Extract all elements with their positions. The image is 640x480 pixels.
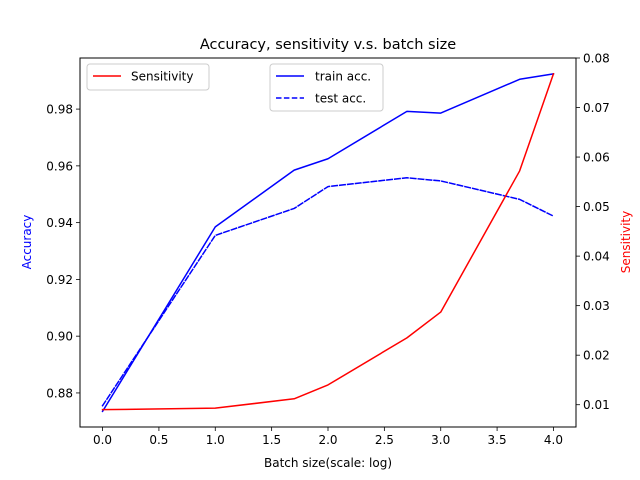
x-tick-label: 3.5 [488, 433, 507, 447]
right-y-tick-label: 0.05 [583, 200, 610, 214]
legend-box [86, 63, 210, 91]
left-y-tick-label: 0.98 [46, 103, 73, 117]
x-tick-label: 0.0 [93, 433, 112, 447]
right-y-axis-label: Sensitivity [619, 211, 633, 273]
left-y-axis: 0.88 0.90 0.92 0.94 0.96 0.98 [46, 103, 80, 400]
x-tick-label: 1.0 [206, 433, 225, 447]
legend-label-train-acc: train acc. [315, 70, 371, 84]
right-y-tick-label: 0.01 [583, 398, 610, 412]
right-y-tick-label: 0.02 [583, 349, 610, 363]
legend-accuracy: train acc. test acc. [269, 63, 384, 112]
left-y-tick-label: 0.88 [46, 386, 73, 400]
right-y-tick-label: 0.08 [583, 52, 610, 66]
right-y-tick-label: 0.07 [583, 101, 610, 115]
x-axis-label: Batch size(scale: log) [264, 456, 392, 470]
left-y-tick-label: 0.92 [46, 273, 73, 287]
legend-sensitivity: Sensitivity [86, 63, 210, 91]
x-tick-label: 2.5 [375, 433, 394, 447]
series-line-test-acc [101, 177, 555, 407]
legend-label-test-acc: test acc. [315, 92, 366, 106]
right-y-axis: 0.01 0.02 0.03 0.04 0.05 0.06 0.07 0.08 [576, 52, 610, 412]
right-y-tick-label: 0.04 [583, 250, 610, 264]
series-layer [101, 72, 555, 413]
x-tick-label: 4.0 [544, 433, 563, 447]
right-y-tick-label: 0.06 [583, 151, 610, 165]
left-y-axis-label: Accuracy [20, 215, 34, 270]
legend-label-sensitivity: Sensitivity [131, 70, 193, 84]
x-axis: 0.0 0.5 1.0 1.5 2.0 2.5 3.0 3.5 4.0 [93, 427, 563, 447]
x-tick-label: 2.0 [318, 433, 337, 447]
x-tick-label: 0.5 [149, 433, 168, 447]
left-y-tick-label: 0.96 [46, 159, 73, 173]
left-y-tick-label: 0.94 [46, 216, 73, 230]
x-tick-label: 3.0 [431, 433, 450, 447]
series-line-train-acc [101, 73, 555, 413]
chart-title: Accuracy, sensitivity v.s. batch size [200, 37, 456, 53]
left-y-tick-label: 0.90 [46, 330, 73, 344]
right-y-tick-label: 0.03 [583, 299, 610, 313]
series-line-sensitivity [101, 72, 555, 411]
x-tick-label: 1.5 [262, 433, 281, 447]
